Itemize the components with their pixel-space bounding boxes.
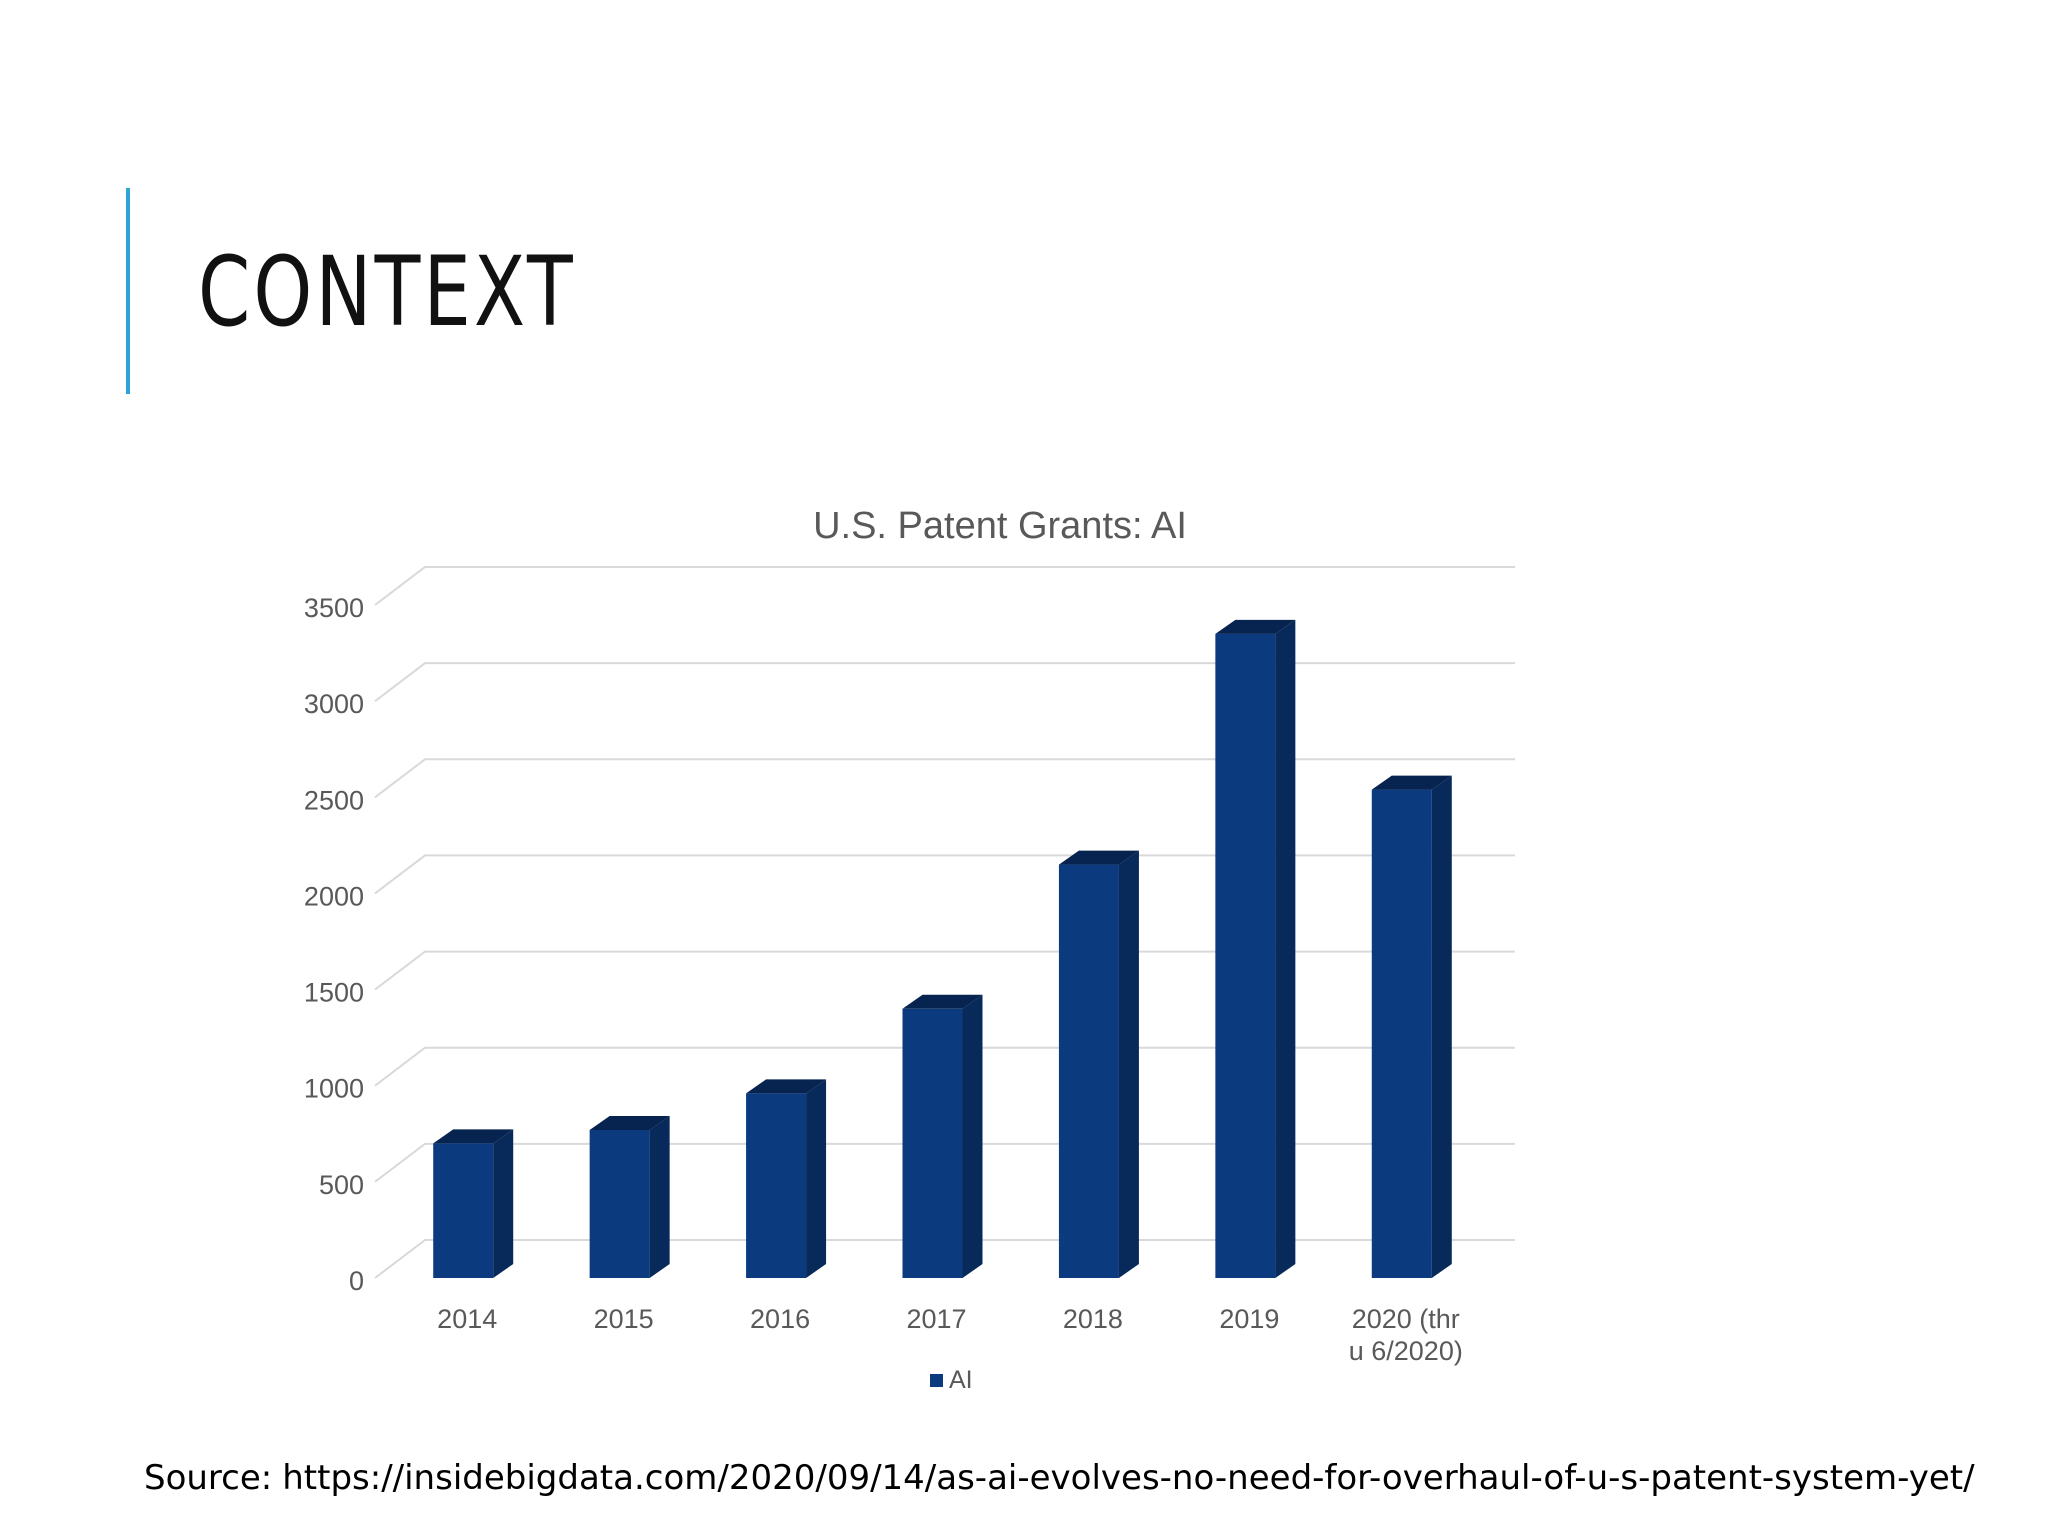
bar-side bbox=[1431, 775, 1452, 1278]
bar-side bbox=[806, 1079, 827, 1278]
x-tick-label: 2017 bbox=[906, 1304, 966, 1334]
bar bbox=[1371, 775, 1452, 1278]
chart-gridlines bbox=[374, 566, 1515, 1279]
y-tick-label: 2500 bbox=[304, 785, 364, 815]
title-accent-bar bbox=[126, 188, 130, 394]
chart-bars bbox=[433, 619, 1452, 1278]
gridline bbox=[374, 1239, 1515, 1279]
legend-label: AI bbox=[949, 1366, 973, 1394]
bar-side bbox=[493, 1129, 514, 1278]
gridline bbox=[374, 662, 1515, 702]
bar bbox=[1215, 619, 1296, 1278]
y-tick-label: 2000 bbox=[304, 881, 364, 911]
legend-swatch bbox=[930, 1374, 943, 1387]
chart-legend: AI bbox=[930, 1366, 973, 1394]
bar-top bbox=[1215, 619, 1296, 634]
x-tick-label: 2015 bbox=[594, 1304, 654, 1334]
gridline bbox=[374, 854, 1515, 895]
y-tick-label: 1000 bbox=[304, 1074, 364, 1104]
gridline bbox=[374, 566, 1515, 606]
bar-top bbox=[433, 1129, 514, 1144]
y-tick-label: 500 bbox=[319, 1170, 364, 1200]
bar-top bbox=[746, 1079, 827, 1094]
source-url: https://insidebigdata.com/2020/09/14/as-… bbox=[282, 1458, 1975, 1498]
gridline bbox=[374, 1046, 1515, 1087]
bar-top bbox=[589, 1115, 670, 1130]
bar bbox=[433, 1129, 514, 1278]
y-tick-label: 1500 bbox=[304, 978, 364, 1008]
y-tick-label: 3500 bbox=[304, 593, 364, 623]
bar bbox=[1058, 850, 1139, 1278]
bar-side bbox=[962, 994, 983, 1278]
x-tick-label: 2014 bbox=[437, 1304, 497, 1334]
source-citation: Source: https://insidebigdata.com/2020/09… bbox=[144, 1458, 1975, 1498]
bar-front bbox=[902, 1008, 963, 1278]
bar-front bbox=[746, 1093, 807, 1278]
x-tick-label: 2016 bbox=[750, 1304, 810, 1334]
bar bbox=[589, 1115, 670, 1278]
chart-y-axis: 0 500 1000 1500 2000 2500 3000 3500 bbox=[304, 593, 364, 1296]
bar-top bbox=[1058, 850, 1139, 865]
x-tick-label: 2019 bbox=[1219, 1304, 1279, 1334]
gridline bbox=[374, 1142, 1515, 1183]
bar-front bbox=[1058, 864, 1119, 1278]
source-label: Source: bbox=[144, 1458, 273, 1498]
bar-front bbox=[589, 1129, 650, 1278]
bar-top bbox=[1371, 775, 1452, 790]
bar-top bbox=[902, 994, 983, 1009]
bar bbox=[746, 1079, 827, 1278]
slide-title: CONTEXT bbox=[198, 236, 576, 348]
gridline bbox=[374, 950, 1515, 991]
bar-side bbox=[649, 1115, 670, 1278]
gridline bbox=[374, 758, 1515, 799]
bar-side bbox=[1275, 619, 1296, 1278]
bar bbox=[902, 994, 983, 1278]
bar-front bbox=[433, 1143, 494, 1278]
bar-front bbox=[1371, 789, 1432, 1278]
y-tick-label: 3000 bbox=[304, 689, 364, 719]
chart-title: U.S. Patent Grants: AI bbox=[813, 505, 1187, 547]
bar-front bbox=[1215, 633, 1276, 1278]
x-tick-label: 2020 (thr u 6/2020) bbox=[1349, 1304, 1463, 1366]
x-tick-label: 2018 bbox=[1063, 1304, 1123, 1334]
chart-x-axis: 2014 2015 2016 2017 2018 2019 2020 (thr u 6/202… bbox=[437, 1304, 1463, 1366]
bar-side bbox=[1118, 850, 1139, 1278]
y-tick-label: 0 bbox=[349, 1266, 364, 1296]
